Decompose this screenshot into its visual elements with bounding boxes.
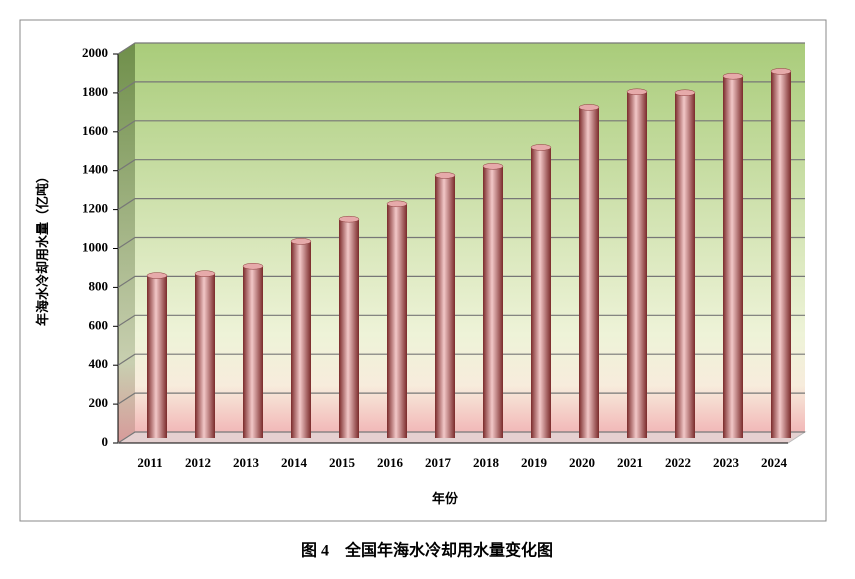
x-tick-label: 2013 bbox=[233, 455, 260, 470]
x-tick-label: 2022 bbox=[665, 455, 691, 470]
bar-top bbox=[482, 163, 504, 170]
bar bbox=[627, 91, 647, 438]
bar bbox=[675, 92, 695, 438]
bar bbox=[531, 147, 551, 439]
bar bbox=[483, 166, 503, 438]
bar-top bbox=[242, 263, 264, 270]
bar bbox=[291, 241, 311, 438]
bar-top bbox=[530, 144, 552, 151]
bar-top bbox=[338, 215, 360, 223]
y-tick-label: 1600 bbox=[82, 123, 108, 138]
y-axis-title: 年海水冷却用水量（亿吨） bbox=[35, 170, 50, 326]
x-tick-label: 2019 bbox=[521, 455, 548, 470]
x-tick-label: 2023 bbox=[713, 455, 740, 470]
x-tick-label: 2018 bbox=[473, 455, 500, 470]
floor bbox=[116, 431, 807, 444]
bar bbox=[435, 175, 455, 439]
y-tick-label: 1200 bbox=[82, 201, 108, 216]
y-tick-label: 600 bbox=[89, 317, 109, 332]
x-tick-label: 2014 bbox=[281, 455, 308, 470]
grid-line bbox=[117, 42, 805, 55]
x-tick-label: 2012 bbox=[185, 455, 211, 470]
x-tick-label: 2020 bbox=[569, 455, 595, 470]
x-axis-title: 年份 bbox=[432, 491, 459, 506]
y-tick-label: 1000 bbox=[82, 239, 108, 254]
x-tick-label: 2017 bbox=[425, 455, 452, 470]
bar-top bbox=[434, 172, 456, 179]
bar-top bbox=[722, 72, 744, 80]
bar bbox=[723, 76, 743, 438]
x-tick-label: 2011 bbox=[137, 455, 162, 470]
bar-top bbox=[626, 88, 648, 96]
y-tick-label: 0 bbox=[102, 434, 109, 449]
bar-top bbox=[290, 238, 312, 245]
x-tick-label: 2016 bbox=[377, 455, 404, 470]
bar bbox=[243, 266, 263, 438]
bar-top bbox=[578, 104, 600, 111]
y-tick-label: 1800 bbox=[82, 84, 108, 99]
caption: 图 4 全国年海水冷却用水量变化图 bbox=[301, 541, 553, 560]
bar bbox=[387, 203, 407, 438]
bar bbox=[147, 275, 167, 438]
bar-top bbox=[146, 272, 168, 279]
y-tick-label: 1400 bbox=[82, 162, 108, 177]
x-tick-label: 2021 bbox=[617, 455, 643, 470]
y-tick-label: 2000 bbox=[82, 45, 108, 60]
bar bbox=[579, 107, 599, 438]
y-tick-label: 400 bbox=[89, 356, 109, 371]
bar bbox=[339, 219, 359, 438]
y-tick-label: 800 bbox=[89, 278, 109, 293]
y-tick-label: 200 bbox=[89, 395, 109, 410]
bar-top bbox=[194, 270, 216, 277]
bar bbox=[195, 273, 215, 438]
bar-top bbox=[770, 68, 792, 75]
bar bbox=[771, 71, 791, 439]
x-tick-label: 2024 bbox=[761, 455, 788, 470]
grid-line bbox=[117, 81, 805, 94]
x-tick-label: 2015 bbox=[329, 455, 356, 470]
bar-top bbox=[674, 89, 696, 97]
bar-top bbox=[386, 200, 408, 208]
